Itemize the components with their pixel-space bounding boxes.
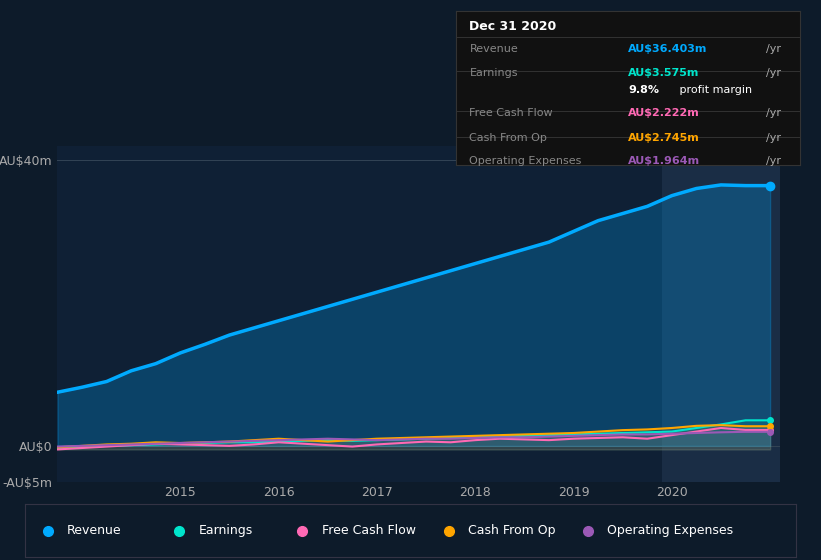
- Text: Operating Expenses: Operating Expenses: [470, 156, 582, 166]
- Text: Revenue: Revenue: [470, 44, 518, 54]
- Text: /yr: /yr: [766, 68, 781, 78]
- Text: AU$3.575m: AU$3.575m: [628, 68, 699, 78]
- Text: /yr: /yr: [766, 133, 781, 143]
- Bar: [662, 146, 780, 482]
- Text: AU$2.745m: AU$2.745m: [628, 133, 699, 143]
- Text: Revenue: Revenue: [67, 524, 122, 537]
- Text: Dec 31 2020: Dec 31 2020: [470, 21, 557, 34]
- Text: Earnings: Earnings: [199, 524, 253, 537]
- Text: Free Cash Flow: Free Cash Flow: [470, 108, 553, 118]
- Text: profit margin: profit margin: [677, 85, 753, 95]
- Text: AU$2.222m: AU$2.222m: [628, 108, 699, 118]
- Text: /yr: /yr: [766, 108, 781, 118]
- Text: Operating Expenses: Operating Expenses: [608, 524, 733, 537]
- Text: 9.8%: 9.8%: [628, 85, 659, 95]
- Text: /yr: /yr: [766, 156, 781, 166]
- Text: AU$1.964m: AU$1.964m: [628, 156, 700, 166]
- Text: AU$36.403m: AU$36.403m: [628, 44, 708, 54]
- Text: Cash From Op: Cash From Op: [469, 524, 556, 537]
- Text: Earnings: Earnings: [470, 68, 518, 78]
- Text: Cash From Op: Cash From Op: [470, 133, 548, 143]
- Text: Free Cash Flow: Free Cash Flow: [322, 524, 415, 537]
- Text: /yr: /yr: [766, 44, 781, 54]
